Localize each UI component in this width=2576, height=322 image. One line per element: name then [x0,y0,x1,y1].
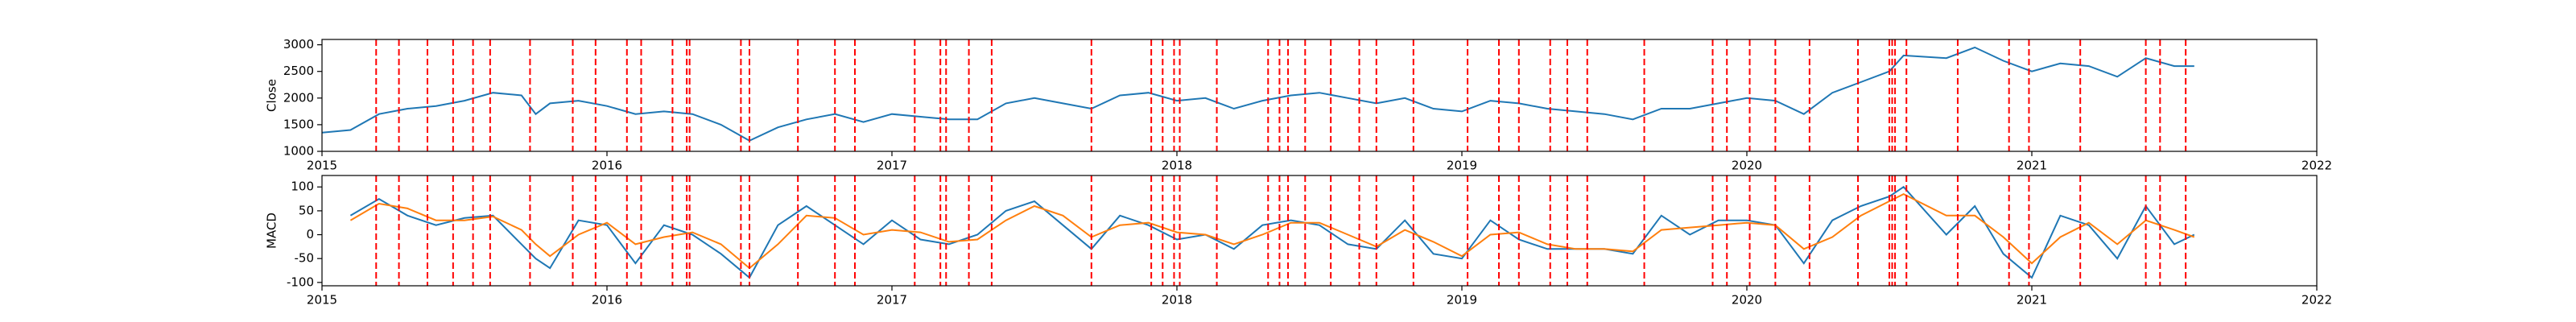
x-tick-label: 2016 [592,293,622,308]
x-tick-label: 2021 [2017,293,2047,308]
x-tick-label: 2016 [592,159,622,173]
x-tick-label: 2019 [1447,159,1477,173]
axes-frame [321,175,2318,287]
y-tick-label: 2000 [283,90,314,105]
y-tick-label: 1000 [283,144,314,159]
x-tick-label: 2019 [1447,293,1477,308]
x-tick-label: 2015 [307,293,337,308]
x-tick-label: 2022 [2301,293,2332,308]
y-tick-label: 0 [306,227,314,242]
x-tick-label: 2020 [1732,293,1762,308]
x-tick-label: 2020 [1732,159,1762,173]
y-tick-label: 1500 [283,117,314,131]
subplot: 2015 2016 2017 2018 2019 2020 2021 2022 -100 -50 0… [265,175,2332,308]
x-tick-label: 2022 [2301,159,2332,173]
x-tick-label: 2017 [877,159,907,173]
axes-frame [321,39,2318,152]
y-axis-label: Close [265,79,279,112]
y-tick-label: -100 [287,275,314,289]
subplot: 2015 2016 2017 2018 2019 2020 2021 2022 1000 1500… [265,37,2333,172]
x-tick-label: 2018 [1162,159,1192,173]
y-tick-label: 50 [299,203,314,217]
y-tick-label: 3000 [283,37,314,52]
plot-area [349,175,2195,286]
x-tick-label: 2018 [1162,293,1192,308]
x-tick-label: 2021 [2017,159,2047,173]
x-tick-label: 2015 [307,159,337,173]
x-tick-label: 2017 [877,293,907,308]
series-line [322,46,2194,142]
y-axis-label: MACD [265,213,279,249]
y-tick-label: -50 [295,251,315,266]
y-tick-label: 100 [291,180,314,194]
plot-area [322,39,2194,151]
y-tick-label: 2500 [283,64,314,78]
